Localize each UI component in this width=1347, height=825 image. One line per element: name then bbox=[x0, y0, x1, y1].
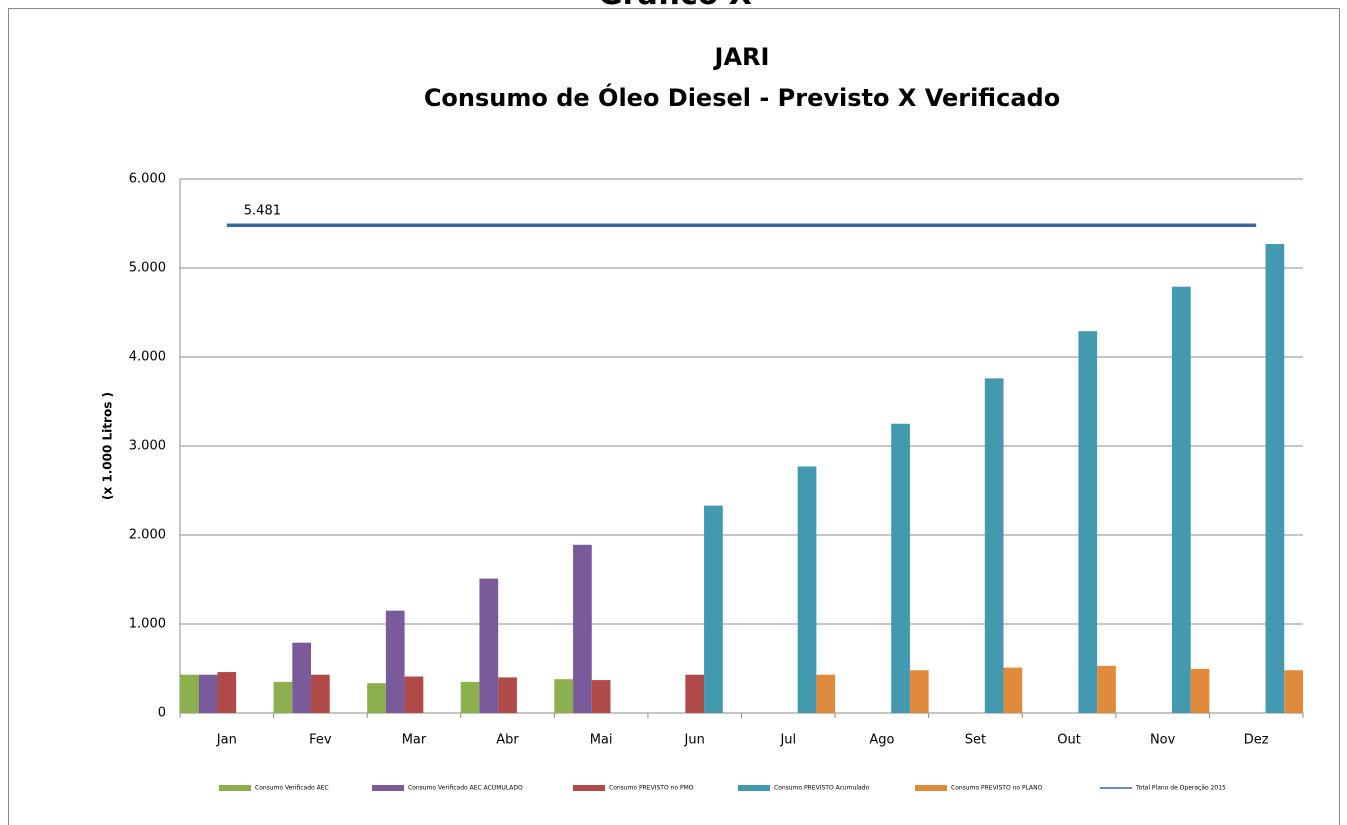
bar bbox=[404, 676, 424, 713]
y-axis-label: (x 1.000 Litros ) bbox=[101, 392, 115, 500]
legend-label: Consumo PREVISTO Acumulado bbox=[774, 785, 869, 792]
bar bbox=[367, 683, 386, 713]
bar bbox=[1078, 331, 1098, 713]
page-title: Gráfico X bbox=[598, 0, 752, 12]
bar bbox=[909, 670, 929, 713]
x-tick-label: Mar bbox=[402, 733, 427, 748]
bar bbox=[573, 544, 592, 713]
bar bbox=[816, 674, 836, 713]
chart-title: JARI bbox=[713, 43, 770, 71]
legend-label: Consumo PREVISTO no PMO bbox=[609, 785, 694, 792]
bar bbox=[984, 378, 1004, 713]
y-tick-label: 4.000 bbox=[129, 350, 166, 365]
bar bbox=[1265, 243, 1285, 713]
bar bbox=[217, 672, 237, 713]
bar bbox=[292, 642, 312, 713]
data-label: 5.481 bbox=[244, 204, 281, 219]
y-tick-label: 3.000 bbox=[129, 439, 166, 454]
x-tick-label: Jan bbox=[216, 733, 237, 748]
legend-label: Consumo Verificado AEC bbox=[255, 785, 329, 792]
bar bbox=[797, 466, 817, 713]
legend-label: Consumo PREVISTO no PLANO bbox=[951, 785, 1043, 792]
bar bbox=[591, 680, 611, 713]
bar bbox=[479, 578, 499, 713]
legend-swatch bbox=[372, 785, 404, 791]
x-tick-label: Ago bbox=[869, 733, 894, 748]
legend-swatch bbox=[573, 785, 605, 791]
x-tick-label: Jun bbox=[684, 733, 705, 748]
bar bbox=[460, 681, 480, 713]
x-tick-label: Nov bbox=[1150, 733, 1176, 748]
x-tick-label: Dez bbox=[1244, 733, 1269, 748]
chart-subtitle: Consumo de Óleo Diesel - Previsto X Veri… bbox=[424, 82, 1060, 112]
bar bbox=[311, 674, 330, 713]
y-tick-label: 5.000 bbox=[129, 261, 166, 276]
x-tick-label: Out bbox=[1057, 733, 1081, 748]
bar bbox=[180, 674, 199, 713]
x-tick-label: Fev bbox=[309, 733, 332, 748]
chart-border bbox=[8, 8, 1340, 825]
bar bbox=[1171, 286, 1191, 713]
bar bbox=[198, 674, 218, 713]
bar bbox=[273, 681, 293, 713]
y-tick-label: 1.000 bbox=[129, 617, 166, 632]
x-tick-label: Set bbox=[965, 733, 986, 748]
bar bbox=[498, 677, 517, 713]
bar bbox=[1003, 667, 1023, 713]
x-tick-label: Jul bbox=[779, 733, 796, 748]
y-tick-label: 6.000 bbox=[129, 172, 166, 187]
bar bbox=[554, 679, 574, 713]
y-tick-label: 0 bbox=[158, 706, 166, 721]
legend-swatch bbox=[219, 785, 251, 791]
legend-label: Consumo Verificado AEC ACUMULADO bbox=[408, 785, 523, 792]
bar bbox=[1284, 670, 1303, 713]
bar bbox=[385, 610, 405, 713]
x-tick-label: Abr bbox=[496, 733, 519, 748]
bar bbox=[685, 674, 705, 713]
bar bbox=[891, 423, 910, 713]
legend-label: Total Plano de Operação 2015 bbox=[1135, 785, 1226, 792]
bar bbox=[704, 505, 723, 713]
y-tick-label: 2.000 bbox=[129, 528, 166, 543]
legend-swatch bbox=[915, 785, 947, 791]
x-tick-label: Mai bbox=[590, 733, 613, 748]
legend-swatch bbox=[738, 785, 770, 791]
bar bbox=[1097, 665, 1116, 713]
bar bbox=[1190, 668, 1210, 713]
